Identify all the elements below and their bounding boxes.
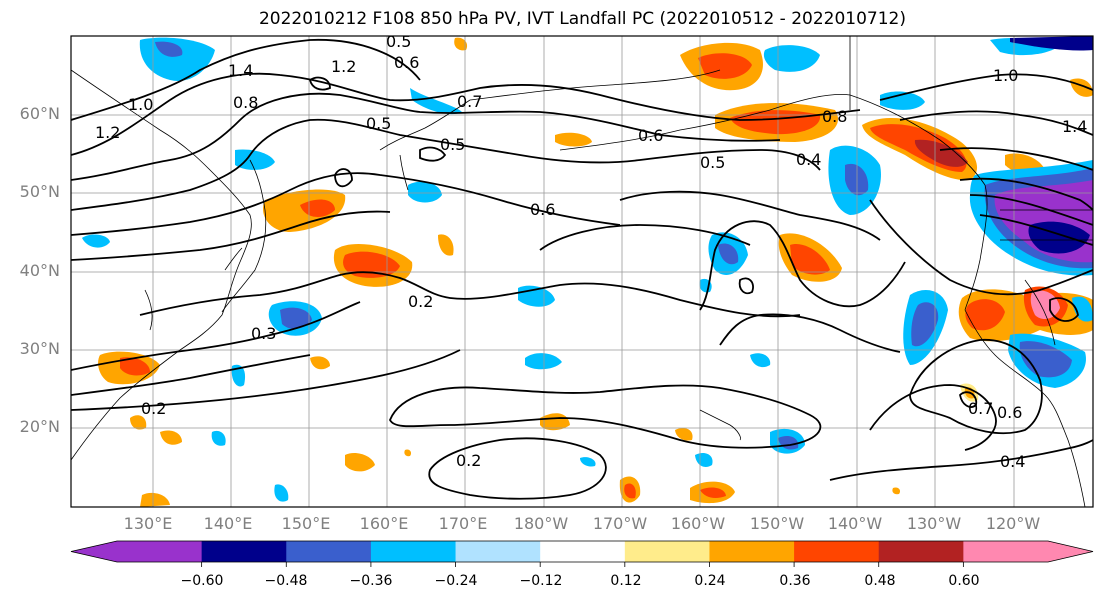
colorbar-swatch xyxy=(117,541,203,562)
colorbar-tick-label: −0.48 xyxy=(264,573,308,589)
colorbar-swatch xyxy=(709,541,795,562)
lon-label: 150°W xyxy=(749,514,805,533)
contour-label: 0.5 xyxy=(366,114,391,133)
contour-label: 0.6 xyxy=(997,403,1022,422)
contour-label: 0.2 xyxy=(408,292,433,311)
colorbar-tick-label: 0.48 xyxy=(864,573,896,589)
lat-label: 60°N xyxy=(19,104,60,123)
lon-label: 140°E xyxy=(203,514,253,533)
contour-label: 0.5 xyxy=(386,32,411,51)
contour-label: 1.2 xyxy=(331,57,356,76)
contour-label: 0.2 xyxy=(141,399,166,418)
colorbar-outline xyxy=(70,540,1094,563)
colorbar-tick-label: 0.36 xyxy=(779,573,811,589)
contour-label: 0.3 xyxy=(251,324,276,343)
colorbar-swatch xyxy=(455,541,541,562)
colorbar-tick-label: −0.60 xyxy=(180,573,224,589)
pv-contours xyxy=(71,38,1093,500)
colorbar-tick-label: −0.24 xyxy=(434,573,478,589)
figure-title: 2022010212 F108 850 hPa PV, IVT Landfall… xyxy=(258,9,906,29)
lon-label: 120°W xyxy=(985,514,1041,533)
colorbar-swatch xyxy=(286,541,372,562)
colorbar-tick-label: 0.24 xyxy=(694,573,726,589)
contour-label: 0.5 xyxy=(440,135,465,154)
colorbar-swatch xyxy=(794,541,880,562)
lat-label: 20°N xyxy=(19,417,60,436)
lon-label: 160°W xyxy=(670,514,726,533)
lon-label: 140°W xyxy=(827,514,883,533)
contour-label: 1.2 xyxy=(95,123,120,142)
colorbar-swatch xyxy=(624,541,710,562)
lon-label: 170°E xyxy=(438,514,488,533)
contour-label: 0.8 xyxy=(233,93,258,112)
colorbar xyxy=(70,540,1094,567)
colorbar-extend-low xyxy=(71,541,117,562)
lat-label: 50°N xyxy=(19,182,60,201)
pv-shading xyxy=(82,36,1093,507)
lat-label: 30°N xyxy=(19,339,60,358)
lat-label: 40°N xyxy=(19,261,60,280)
lon-label: 150°E xyxy=(281,514,331,533)
contour-label: 0.8 xyxy=(822,107,847,126)
coastlines xyxy=(71,36,1093,507)
contour-label: 0.6 xyxy=(530,200,555,219)
contour-label: 0.5 xyxy=(700,153,725,172)
contour-label: 1.0 xyxy=(993,66,1018,85)
contour-label: 0.2 xyxy=(456,451,481,470)
lon-label: 130°W xyxy=(906,514,962,533)
colorbar-tick-label: 0.12 xyxy=(610,573,642,589)
colorbar-swatch xyxy=(370,541,457,562)
colorbar-swatch xyxy=(963,541,1049,562)
colorbar-swatch xyxy=(878,541,964,562)
contour-label: 0.6 xyxy=(638,126,663,145)
contour-label: 0.7 xyxy=(457,92,482,111)
colorbar-swatch xyxy=(540,541,626,562)
graticule xyxy=(71,36,1093,507)
contour-label: 0.6 xyxy=(394,53,419,72)
colorbar-tick-label: −0.36 xyxy=(349,573,393,589)
contour-label: 1.0 xyxy=(128,95,153,114)
lon-label: 130°E xyxy=(123,514,173,533)
colorbar-extend-high xyxy=(1048,541,1093,562)
lon-label: 180°W xyxy=(513,514,569,533)
map-frame xyxy=(70,35,1094,508)
colorbar-swatch xyxy=(201,541,287,562)
contour-label: 0.7 xyxy=(968,399,993,418)
contour-label: 0.4 xyxy=(1000,452,1025,471)
contour-label: 0.4 xyxy=(796,150,821,169)
contour-label-group: 0.5 0.6 0.7 0.5 0.6 0.5 0.5 0.6 0.8 1.0 … xyxy=(95,32,1087,471)
lon-label: 170°W xyxy=(592,514,648,533)
colorbar-tick-label: −0.12 xyxy=(519,573,563,589)
lon-label: 160°E xyxy=(359,514,409,533)
contour-label: 1.4 xyxy=(1062,117,1087,136)
contour-label: 1.4 xyxy=(228,61,253,80)
colorbar-tick-label: 0.60 xyxy=(948,573,980,589)
